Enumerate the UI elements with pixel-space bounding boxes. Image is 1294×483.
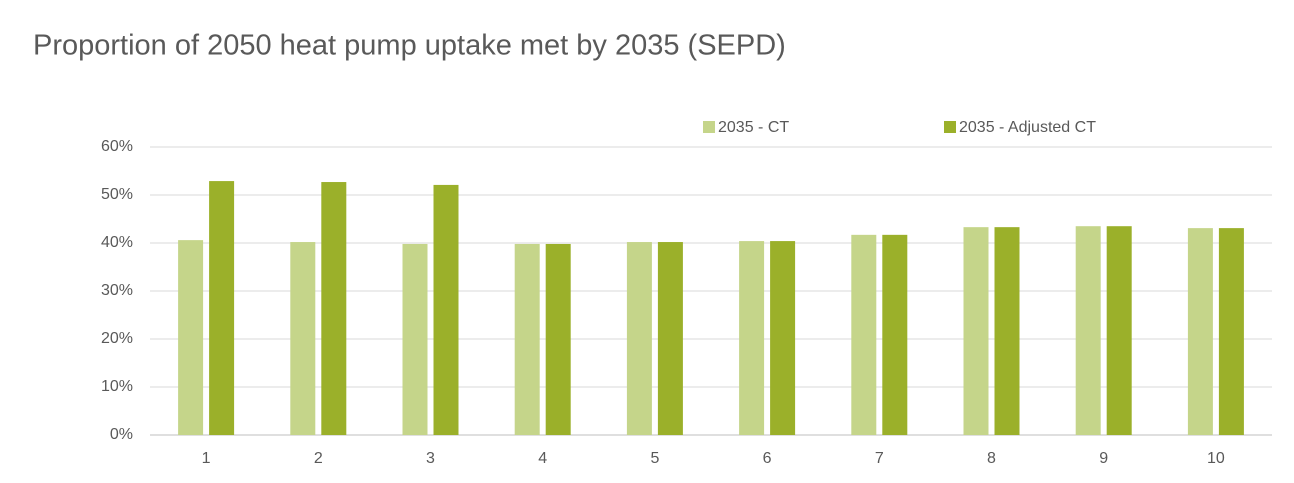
bar: [178, 240, 204, 435]
x-tick-label: 1: [202, 450, 211, 467]
legend-label: 2035 - Adjusted CT: [959, 119, 1096, 136]
bar: [1187, 228, 1213, 435]
bar: [209, 181, 235, 435]
x-tick-label: 6: [763, 450, 772, 467]
bar: [994, 227, 1020, 435]
bar: [433, 184, 459, 435]
bar: [882, 234, 908, 435]
y-tick-label: 20%: [101, 330, 133, 347]
bar: [1218, 228, 1244, 435]
bar: [657, 242, 683, 435]
x-tick-label: 2: [314, 450, 323, 467]
bar: [321, 182, 347, 435]
bar: [851, 234, 877, 435]
y-tick-label: 0%: [110, 426, 133, 443]
y-tick-label: 10%: [101, 378, 133, 395]
bar: [514, 243, 540, 435]
y-tick-label: 60%: [101, 138, 133, 155]
legend-swatch: [703, 121, 715, 133]
legend-label: 2035 - CT: [718, 119, 789, 136]
x-tick-label: 4: [538, 450, 547, 467]
legend-swatch: [944, 121, 956, 133]
x-tick-label: 3: [426, 450, 435, 467]
bar: [770, 241, 796, 435]
bar: [402, 243, 428, 435]
bar: [290, 242, 316, 435]
x-tick-label: 8: [987, 450, 996, 467]
x-tick-label: 5: [650, 450, 659, 467]
x-tick-label: 10: [1207, 450, 1225, 467]
chart-title: Proportion of 2050 heat pump uptake met …: [33, 30, 786, 62]
bar: [963, 227, 989, 435]
y-tick-label: 40%: [101, 234, 133, 251]
bar: [545, 243, 571, 435]
bar: [739, 241, 765, 435]
bar: [626, 242, 652, 435]
bar: [1106, 226, 1132, 435]
y-tick-label: 50%: [101, 186, 133, 203]
y-tick-label: 30%: [101, 282, 133, 299]
x-tick-label: 9: [1099, 450, 1108, 467]
bar: [1075, 226, 1101, 435]
x-tick-label: 7: [875, 450, 884, 467]
